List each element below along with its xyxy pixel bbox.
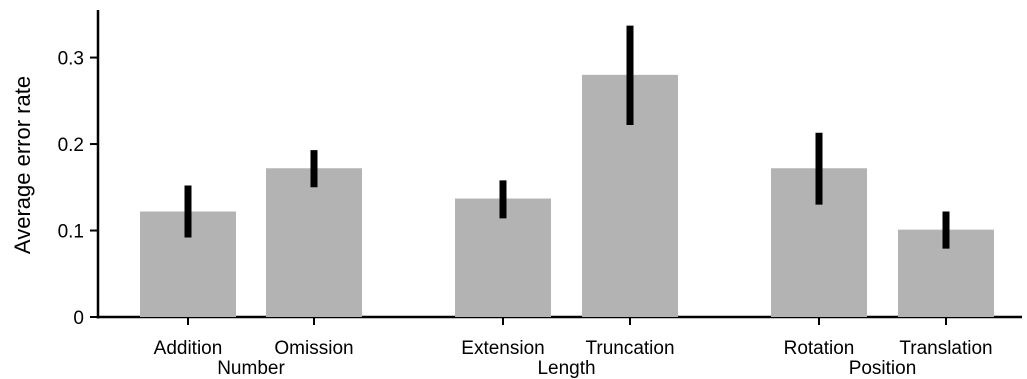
x-tick-label: Truncation — [585, 338, 674, 359]
bar — [266, 168, 362, 317]
x-tick-label: Addition — [154, 338, 223, 359]
chart-axes: 0 0.1 0.2 0.3 — [58, 10, 1022, 329]
y-tick-label: 0 — [73, 308, 84, 329]
y-axis-title: Average error rate — [10, 76, 35, 254]
x-tick-label: Extension — [461, 338, 544, 359]
group-label: Number — [217, 358, 285, 379]
x-tick-label: Omission — [274, 338, 353, 359]
y-tick-label: 0.1 — [58, 222, 84, 243]
x-tick-label: Translation — [899, 338, 992, 359]
y-tick-label: 0.3 — [58, 49, 84, 70]
group-label: Length — [537, 358, 595, 379]
x-tick-label: Rotation — [784, 338, 855, 359]
chart-bars — [140, 74, 994, 317]
chart-error-bars — [184, 25, 950, 249]
group-label: Position — [849, 358, 917, 379]
y-tick-label: 0.2 — [58, 135, 84, 156]
